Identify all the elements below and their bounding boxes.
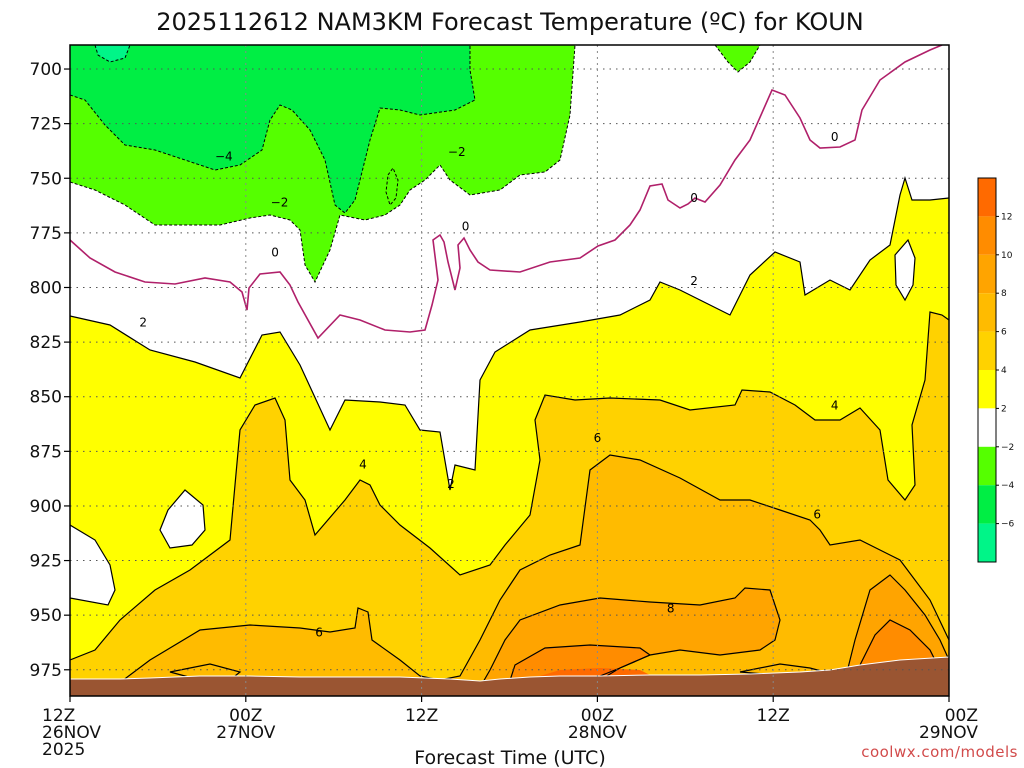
contour-line — [70, 311, 949, 661]
contour-label: 2 — [690, 274, 698, 288]
fill-warm-pocket — [70, 524, 116, 606]
contour-label: 0 — [462, 219, 470, 233]
fill-neg2-to-neg4 — [715, 45, 760, 72]
y-tick-label: 975 — [30, 661, 62, 681]
colorbar-tick-label: −2 — [1001, 443, 1014, 453]
contour-label: 6 — [315, 626, 323, 640]
colorbar-tick-label: 6 — [1001, 328, 1007, 338]
contour-label: 4 — [831, 398, 839, 412]
contour-label: −4 — [215, 149, 233, 163]
y-tick-label: 825 — [30, 333, 62, 353]
colorbar-tick-label: 10 — [1001, 251, 1013, 261]
contour-line — [844, 574, 949, 681]
x-tick-label: 29NOV — [919, 723, 978, 743]
contour-line-negative — [70, 45, 476, 214]
colorbar-swatch — [978, 254, 996, 294]
colorbar-swatch — [978, 408, 996, 447]
y-tick-label: 700 — [30, 60, 62, 80]
y-tick-label: 900 — [30, 497, 62, 517]
contour-line-negative — [70, 45, 576, 284]
x-tick-label: 12Z — [757, 706, 790, 726]
colorbar-swatch — [978, 178, 996, 217]
x-tick-label: 00Z — [945, 706, 978, 726]
contour-label: 0 — [831, 130, 839, 144]
x-axis-title: Forecast Time (UTC) — [414, 747, 605, 768]
colorbar-swatch — [978, 370, 996, 409]
colorbar-tick-label: −4 — [1001, 481, 1015, 491]
fill-warm-pocket — [159, 489, 206, 549]
colorbar-tick-label: −6 — [1001, 520, 1015, 530]
fill-neg4-to-neg6 — [70, 45, 475, 213]
y-tick-label: 875 — [30, 442, 62, 462]
y-tick-label: 750 — [30, 169, 62, 189]
y-tick-label: 800 — [30, 278, 62, 298]
credit-text[interactable]: coolwx.com/models — [861, 743, 1018, 761]
y-tick-label: 775 — [30, 224, 62, 244]
terrain — [70, 656, 949, 696]
plot-area — [70, 45, 949, 696]
fill-warm-pocket — [894, 238, 916, 302]
colorbar: 12 10 8 6 4 2 −2 −4 −6 — [977, 177, 1015, 563]
contour-label: 6 — [813, 508, 821, 522]
contour-label: −2 — [271, 195, 289, 209]
x-tick-label: 12Z — [42, 706, 75, 726]
x-tick-label: 12Z — [405, 706, 438, 726]
colorbar-tick-label: 8 — [1001, 289, 1007, 299]
contour-label: 2 — [447, 477, 455, 491]
colorbar-swatch — [978, 446, 996, 486]
contour-line-negative — [94, 45, 131, 63]
contour-line-negative — [385, 166, 399, 207]
y-tick-label: 725 — [30, 115, 62, 135]
contour-line — [474, 587, 781, 696]
contour-label: 4 — [359, 457, 367, 471]
contour-line — [859, 619, 941, 671]
x-tick-label: 00Z — [581, 706, 614, 726]
x-tick-label: 00Z — [229, 706, 262, 726]
y-axis: 700 725 750 775 800 825 850 875 900 925 950 975 — [30, 60, 70, 681]
colorbar-swatch — [978, 523, 996, 562]
contour-label: 0 — [690, 191, 698, 205]
y-tick-label: 925 — [30, 552, 62, 572]
contour-labels: −4 −2 −2 0 0 0 0 2 2 2 4 4 6 6 6 8 — [139, 130, 839, 640]
contour-label: 8 — [667, 602, 675, 616]
x-tick-label: 27NOV — [216, 723, 275, 743]
colorbar-swatch — [978, 216, 996, 255]
colorbar-tick-label: 12 — [1001, 212, 1012, 222]
contour-label: 6 — [594, 431, 602, 445]
colorbar-tick-label: 4 — [1001, 366, 1007, 376]
contour-line — [70, 175, 949, 491]
colorbar-tick-label: 2 — [1001, 404, 1007, 414]
y-tick-label: 850 — [30, 388, 62, 408]
contour-label: −2 — [448, 145, 466, 159]
contour-line — [109, 454, 949, 691]
plot-border — [69, 44, 950, 697]
colorbar-swatch — [978, 485, 996, 524]
x-tick-label: 2025 — [42, 740, 85, 760]
colorbar-swatch — [978, 331, 996, 370]
chart-title: 2025112612 NAM3KM Forecast Temperature (… — [156, 8, 863, 36]
x-tick-label: 26NOV — [42, 723, 101, 743]
y-tick-label: 950 — [30, 606, 62, 626]
colorbar-swatch — [978, 293, 996, 332]
fill-cold-pocket — [386, 168, 398, 205]
x-tick-label: 28NOV — [568, 723, 627, 743]
fill-neg6-to-neg8 — [95, 45, 130, 62]
contour-label: 0 — [271, 246, 279, 260]
contour-label: 2 — [139, 315, 147, 329]
grid-lines — [70, 45, 949, 696]
contour-zero — [70, 45, 943, 340]
contour-line-negative — [714, 45, 761, 73]
